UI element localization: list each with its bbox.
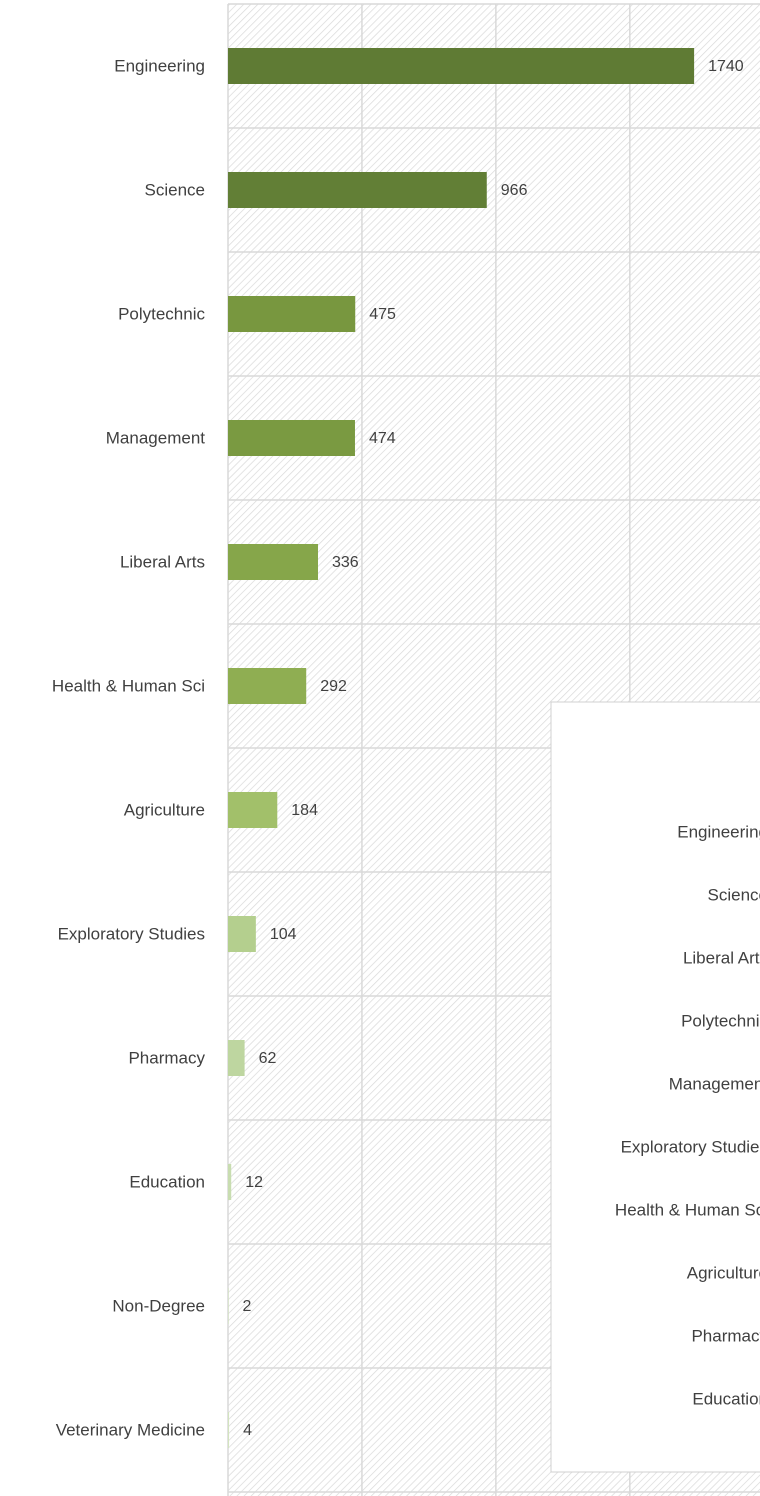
value-label: 336 (332, 554, 359, 571)
value-label: 2 (243, 1298, 252, 1315)
inset-category-label: Management (669, 1074, 760, 1093)
bar (228, 296, 356, 332)
inset-category-label: Exploratory Studies (621, 1137, 760, 1156)
inset-category-label: Pharmacy (691, 1326, 760, 1345)
y-tick-label: Non-Degree (112, 1296, 205, 1315)
value-label: 104 (270, 926, 297, 943)
value-label: 1740 (708, 58, 744, 75)
bar (228, 1164, 232, 1200)
y-tick-label: Exploratory Studies (58, 924, 205, 943)
value-label: 12 (245, 1174, 263, 1191)
bar (228, 668, 307, 704)
inset-category-label: Agriculture (687, 1263, 760, 1282)
y-tick-label: Agriculture (124, 800, 205, 819)
y-tick-label: Liberal Arts (120, 552, 205, 571)
bar (228, 420, 355, 456)
y-tick-label: Engineering (114, 56, 205, 75)
inset-category-label: Liberal Arts (683, 948, 760, 967)
y-tick-label: Pharmacy (128, 1048, 205, 1067)
inset-category-label: Science (708, 885, 760, 904)
y-tick-label: Veterinary Medicine (56, 1420, 205, 1439)
value-label: 62 (259, 1050, 277, 1067)
bar (228, 916, 256, 952)
value-label: 4 (243, 1422, 252, 1439)
value-label: 474 (369, 430, 396, 447)
value-label: 184 (291, 802, 318, 819)
inset-category-label: Engineering (677, 822, 760, 841)
bar (228, 544, 319, 580)
bar (228, 1288, 229, 1324)
value-label: 292 (320, 678, 347, 695)
bar (228, 1412, 230, 1448)
y-tick-label: Management (106, 428, 206, 447)
bar (228, 48, 695, 84)
inset-category-label: Education (692, 1389, 760, 1408)
inset-category-label: Polytechnic (681, 1011, 760, 1030)
y-tick-label: Polytechnic (118, 304, 205, 323)
bar (228, 792, 278, 828)
inset-category-label: Health & Human Sci (615, 1200, 760, 1219)
bar (228, 1040, 245, 1076)
bar (228, 172, 487, 208)
value-label: 966 (501, 182, 528, 199)
y-tick-label: Science (145, 180, 205, 199)
y-tick-label: Health & Human Sci (52, 676, 205, 695)
value-label: 475 (369, 306, 396, 323)
y-tick-label: Education (129, 1172, 205, 1191)
inset-panel (550, 701, 760, 1473)
